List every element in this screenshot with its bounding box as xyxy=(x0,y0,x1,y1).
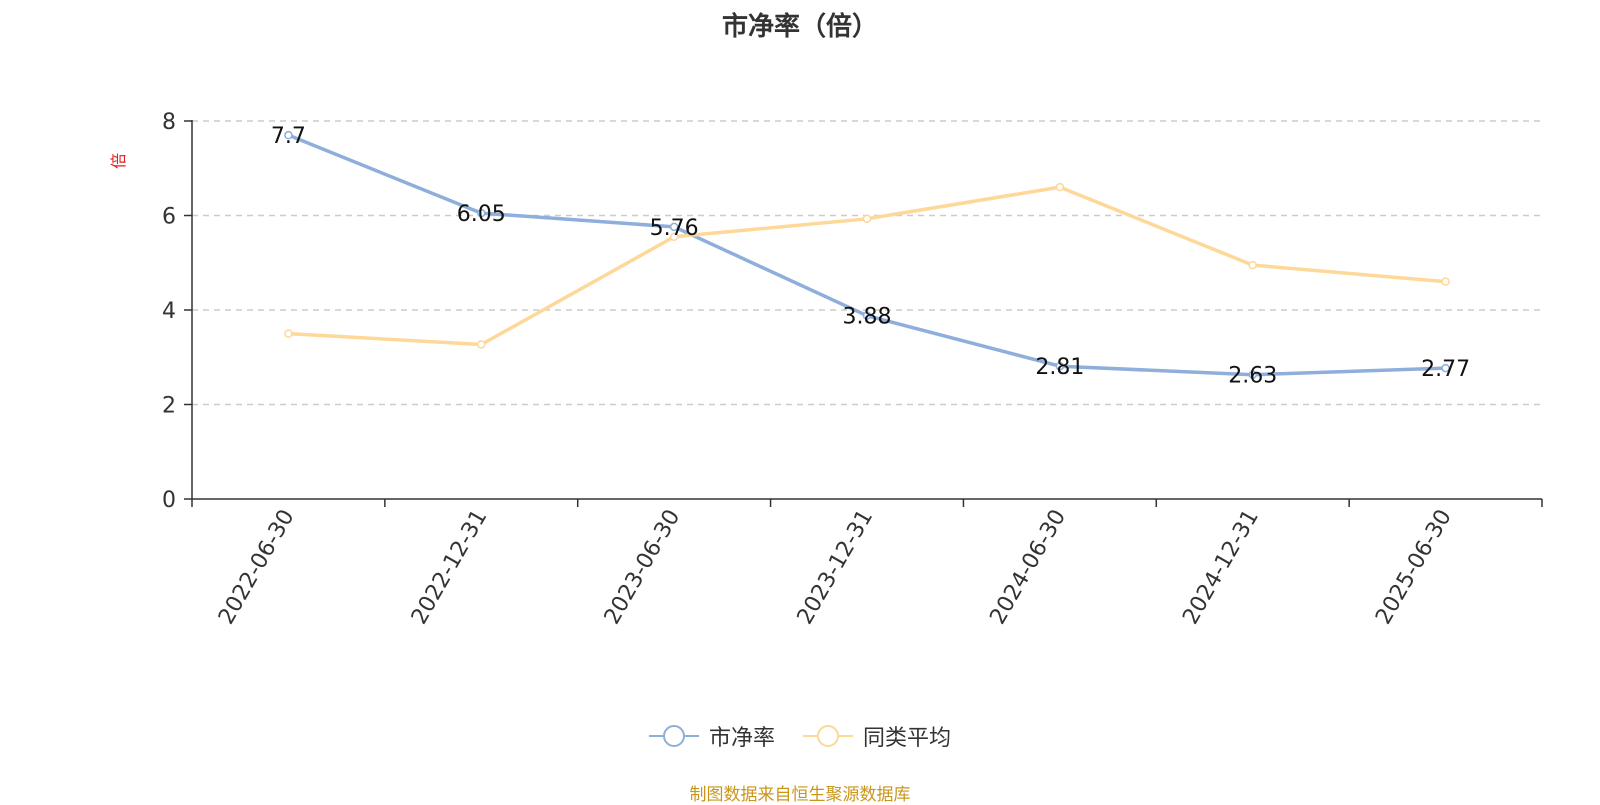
x-tick-label: 2023-12-31 xyxy=(793,506,879,629)
legend-label: 同类平均 xyxy=(863,726,952,751)
y-tick-label: 0 xyxy=(162,488,176,513)
data-label: 2.63 xyxy=(1228,364,1277,389)
data-point xyxy=(1055,182,1065,192)
data-point xyxy=(862,214,872,224)
series-line-0 xyxy=(287,133,1446,377)
data-label: 3.88 xyxy=(843,305,892,330)
data-labels: 7.7 6.05 5.76 3.88 2.81 2.63 2.77 xyxy=(271,124,1470,389)
legend-label: 市净率 xyxy=(708,726,775,751)
legend-item[interactable]: 同类平均 xyxy=(803,720,951,752)
x-tick-label: 2023-06-30 xyxy=(600,506,686,629)
y-tick-label: 6 xyxy=(162,205,176,230)
data-point xyxy=(1441,277,1450,286)
chart-title: 市净率（倍） xyxy=(721,12,878,42)
data-point xyxy=(477,340,486,349)
x-tick-label: 2024-06-30 xyxy=(985,506,1071,629)
axes: 0 2 4 6 8 倍 2022-06-30 2022-12-31 2023-06-30 2023… xyxy=(109,110,1543,629)
x-tick-label: 2024-12-31 xyxy=(1178,506,1264,629)
data-point xyxy=(284,329,293,338)
y-tick-label: 8 xyxy=(162,110,176,135)
data-label: 2.77 xyxy=(1421,357,1470,382)
y-tick-label: 2 xyxy=(162,394,176,419)
data-point xyxy=(669,222,679,232)
data-point xyxy=(284,130,293,140)
x-tick-label: 2022-12-31 xyxy=(407,506,493,629)
data-point xyxy=(477,208,486,218)
legend-item[interactable]: 市净率 xyxy=(648,720,775,752)
data-point xyxy=(669,232,679,242)
x-tick-label: 2022-06-30 xyxy=(214,506,300,629)
series-lines xyxy=(284,130,1450,379)
data-point xyxy=(1248,370,1257,379)
x-tick-label: 2025-06-30 xyxy=(1371,506,1457,629)
legend: 市净率 同类平均 xyxy=(0,720,1600,752)
data-point xyxy=(1441,363,1450,373)
y-tick-label: 4 xyxy=(162,299,176,324)
legend-marker xyxy=(803,725,853,747)
data-label: 5.76 xyxy=(650,216,699,241)
data-point xyxy=(1055,361,1065,371)
data-label: 2.81 xyxy=(1035,355,1084,380)
grid-lines xyxy=(192,120,1542,406)
data-point xyxy=(862,311,872,320)
legend-marker xyxy=(648,725,699,747)
source-note: 制图数据来自恒生聚源数据库 xyxy=(689,785,911,805)
y-axis-label: 倍 xyxy=(109,153,128,169)
data-label: 6.05 xyxy=(457,202,506,227)
data-label: 7.7 xyxy=(271,124,306,149)
data-point xyxy=(1248,260,1257,270)
